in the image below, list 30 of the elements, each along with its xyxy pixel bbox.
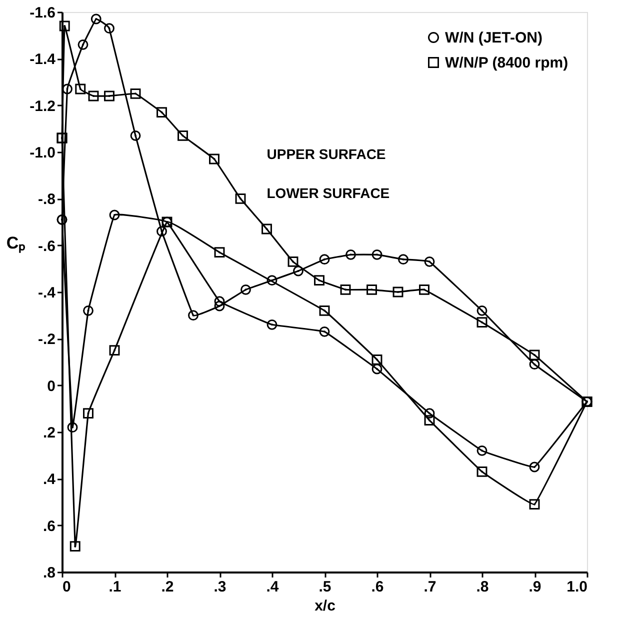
y-tick-label: .4 xyxy=(42,471,56,488)
y-tick-label: .8 xyxy=(42,564,56,582)
legend-label: W/N/P (8400 rpm) xyxy=(445,54,568,72)
y-tick-label: -1.0 xyxy=(30,144,56,162)
x-tick-label: .8 xyxy=(476,578,489,596)
x-tick-label: .2 xyxy=(161,578,174,596)
x-tick-label: .4 xyxy=(266,578,280,596)
x-tick-label: .7 xyxy=(424,578,436,596)
y-tick-label: -.2 xyxy=(38,331,56,348)
annotation: LOWER SURFACE xyxy=(266,185,390,201)
x-tick-label: .6 xyxy=(371,578,384,596)
y-axis-title: Cₚ xyxy=(6,234,26,254)
x-tick-label: .9 xyxy=(528,578,542,596)
x-tick-label: .3 xyxy=(214,578,226,596)
x-tick-label: 1.0 xyxy=(566,578,588,596)
x-tick-label: .1 xyxy=(108,578,122,596)
y-tick-label: -.4 xyxy=(38,284,56,302)
y-tick-label: -.8 xyxy=(38,191,56,208)
x-tick-label: 0 xyxy=(62,578,71,596)
legend-label: W/N (JET-ON) xyxy=(445,30,542,46)
y-tick-label: .2 xyxy=(42,424,56,442)
y-tick-label: -1.6 xyxy=(30,4,56,22)
y-tick-label: -1.2 xyxy=(30,98,56,115)
y-tick-label: .6 xyxy=(42,518,56,535)
x-axis-title: x/c xyxy=(314,598,336,614)
annotation: UPPER SURFACE xyxy=(266,146,386,162)
y-tick-label: -.6 xyxy=(38,238,56,255)
x-tick-label: .5 xyxy=(318,578,332,596)
y-tick-label: -1.4 xyxy=(30,51,56,68)
y-tick-label: 0 xyxy=(47,378,56,395)
